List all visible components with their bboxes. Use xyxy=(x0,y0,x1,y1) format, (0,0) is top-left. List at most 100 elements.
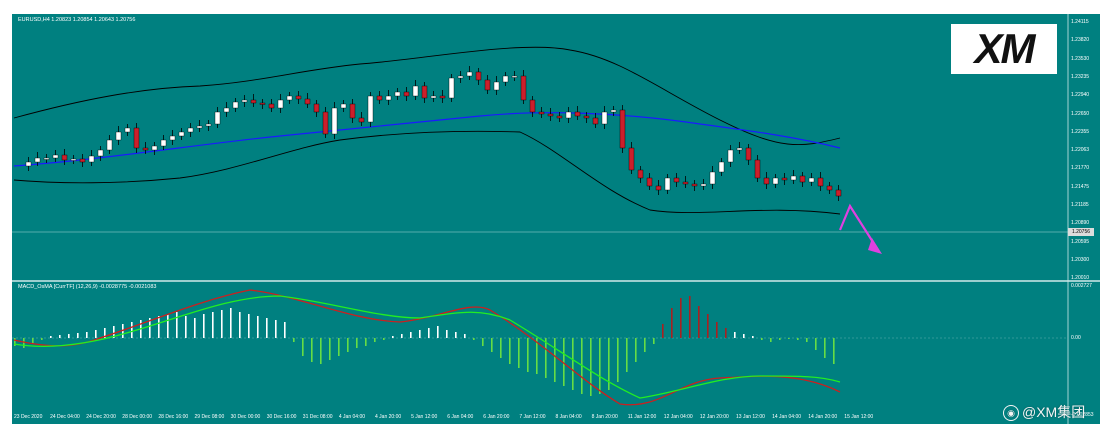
macd-bar xyxy=(410,332,412,338)
candle xyxy=(250,94,257,107)
time-tick: 15 Jan 12:00 xyxy=(844,414,874,420)
forecast-arrow xyxy=(838,203,882,254)
macd-bar xyxy=(563,338,565,386)
time-tick: 11 Jan 12:00 xyxy=(627,414,657,420)
candle-body xyxy=(682,181,689,185)
candle xyxy=(241,95,248,107)
macd-bar xyxy=(653,338,655,344)
macd-bar xyxy=(365,338,367,346)
candle xyxy=(664,174,671,194)
candle xyxy=(493,76,500,95)
price-tick: 1.20300 xyxy=(1071,256,1090,263)
macd-bar xyxy=(176,312,178,338)
macd-bar xyxy=(428,328,430,338)
candle xyxy=(808,173,815,186)
macd-bar xyxy=(149,318,151,338)
time-tick: 8 Jan 20:00 xyxy=(591,414,618,420)
candle xyxy=(592,113,599,128)
candle xyxy=(160,135,167,150)
candle xyxy=(655,180,662,195)
price-tick: 1.20010 xyxy=(1071,275,1090,282)
candle xyxy=(619,105,626,153)
candle xyxy=(304,93,311,108)
candle xyxy=(682,176,689,188)
candle xyxy=(88,150,95,166)
candle-body xyxy=(529,99,536,113)
watermark: ◉ @XM集团 xyxy=(1003,402,1085,422)
candle-body xyxy=(628,147,635,171)
macd-bar xyxy=(680,298,682,338)
candle xyxy=(232,98,239,112)
macd-bar xyxy=(167,314,169,338)
macd-bar xyxy=(491,338,493,352)
macd-bar xyxy=(329,338,331,360)
macd-bar xyxy=(338,338,340,356)
macd-bar xyxy=(158,316,160,338)
candle xyxy=(151,142,158,155)
macd-bar xyxy=(77,333,79,338)
macd-bar xyxy=(104,328,106,338)
weibo-icon: ◉ xyxy=(1003,405,1019,422)
time-tick: 24 Dec 04:00 xyxy=(50,414,80,420)
candle xyxy=(106,135,113,154)
macd-bar xyxy=(212,312,214,338)
macd-bar xyxy=(554,338,556,382)
candle xyxy=(331,102,338,139)
time-tick: 24 Dec 20:00 xyxy=(86,414,116,420)
macd-bar xyxy=(698,306,700,338)
candle xyxy=(754,155,761,182)
candle-body xyxy=(547,113,554,117)
time-tick: 13 Jan 12:00 xyxy=(736,414,765,420)
macd-bar xyxy=(464,334,466,338)
candle xyxy=(502,72,509,86)
candle-body xyxy=(115,131,122,141)
candle xyxy=(781,173,788,185)
candle-body xyxy=(493,81,500,91)
candle xyxy=(385,90,392,105)
candle-body xyxy=(268,103,275,109)
candle-body xyxy=(835,189,842,197)
macd-bar xyxy=(41,338,43,340)
candle xyxy=(223,102,230,117)
candle xyxy=(412,80,419,100)
macd-bar xyxy=(743,334,745,338)
candle-body xyxy=(448,77,455,99)
macd-bar xyxy=(230,308,232,338)
moving-average xyxy=(13,112,841,167)
candle-body xyxy=(196,125,203,129)
macd-bar xyxy=(131,322,133,338)
candle xyxy=(745,144,752,165)
candle xyxy=(835,185,842,201)
macd-tick: 0.00 xyxy=(1071,335,1081,341)
macd-bar xyxy=(248,314,250,338)
candle-body xyxy=(25,161,32,167)
macd-bar xyxy=(392,336,394,338)
candle xyxy=(358,112,365,126)
candle xyxy=(817,172,824,191)
candle-body xyxy=(655,185,662,191)
price-tick: 1.23820 xyxy=(1071,37,1090,44)
time-tick: 28 Dec 16:00 xyxy=(158,414,189,420)
candle-body xyxy=(322,111,329,135)
candle-body xyxy=(790,175,797,181)
candle xyxy=(214,107,221,128)
candle xyxy=(205,120,212,131)
candle-body xyxy=(583,115,590,119)
time-tick: 29 Dec 08:00 xyxy=(194,414,225,420)
candle xyxy=(601,106,608,129)
candle xyxy=(547,108,554,121)
bollinger-bands xyxy=(13,46,841,215)
candle xyxy=(529,96,536,117)
candle-body xyxy=(178,131,185,137)
macd-bar xyxy=(437,326,439,338)
candle xyxy=(70,155,77,164)
price-tick: 1.21770 xyxy=(1071,165,1090,172)
macd-bar xyxy=(293,338,295,342)
macd-bar xyxy=(401,334,403,338)
price-tick: 1.21475 xyxy=(1071,183,1090,190)
candle-body xyxy=(142,147,149,151)
candlesticks[interactable] xyxy=(25,66,842,201)
macd-bar xyxy=(266,318,268,338)
macd-bar xyxy=(689,296,691,338)
